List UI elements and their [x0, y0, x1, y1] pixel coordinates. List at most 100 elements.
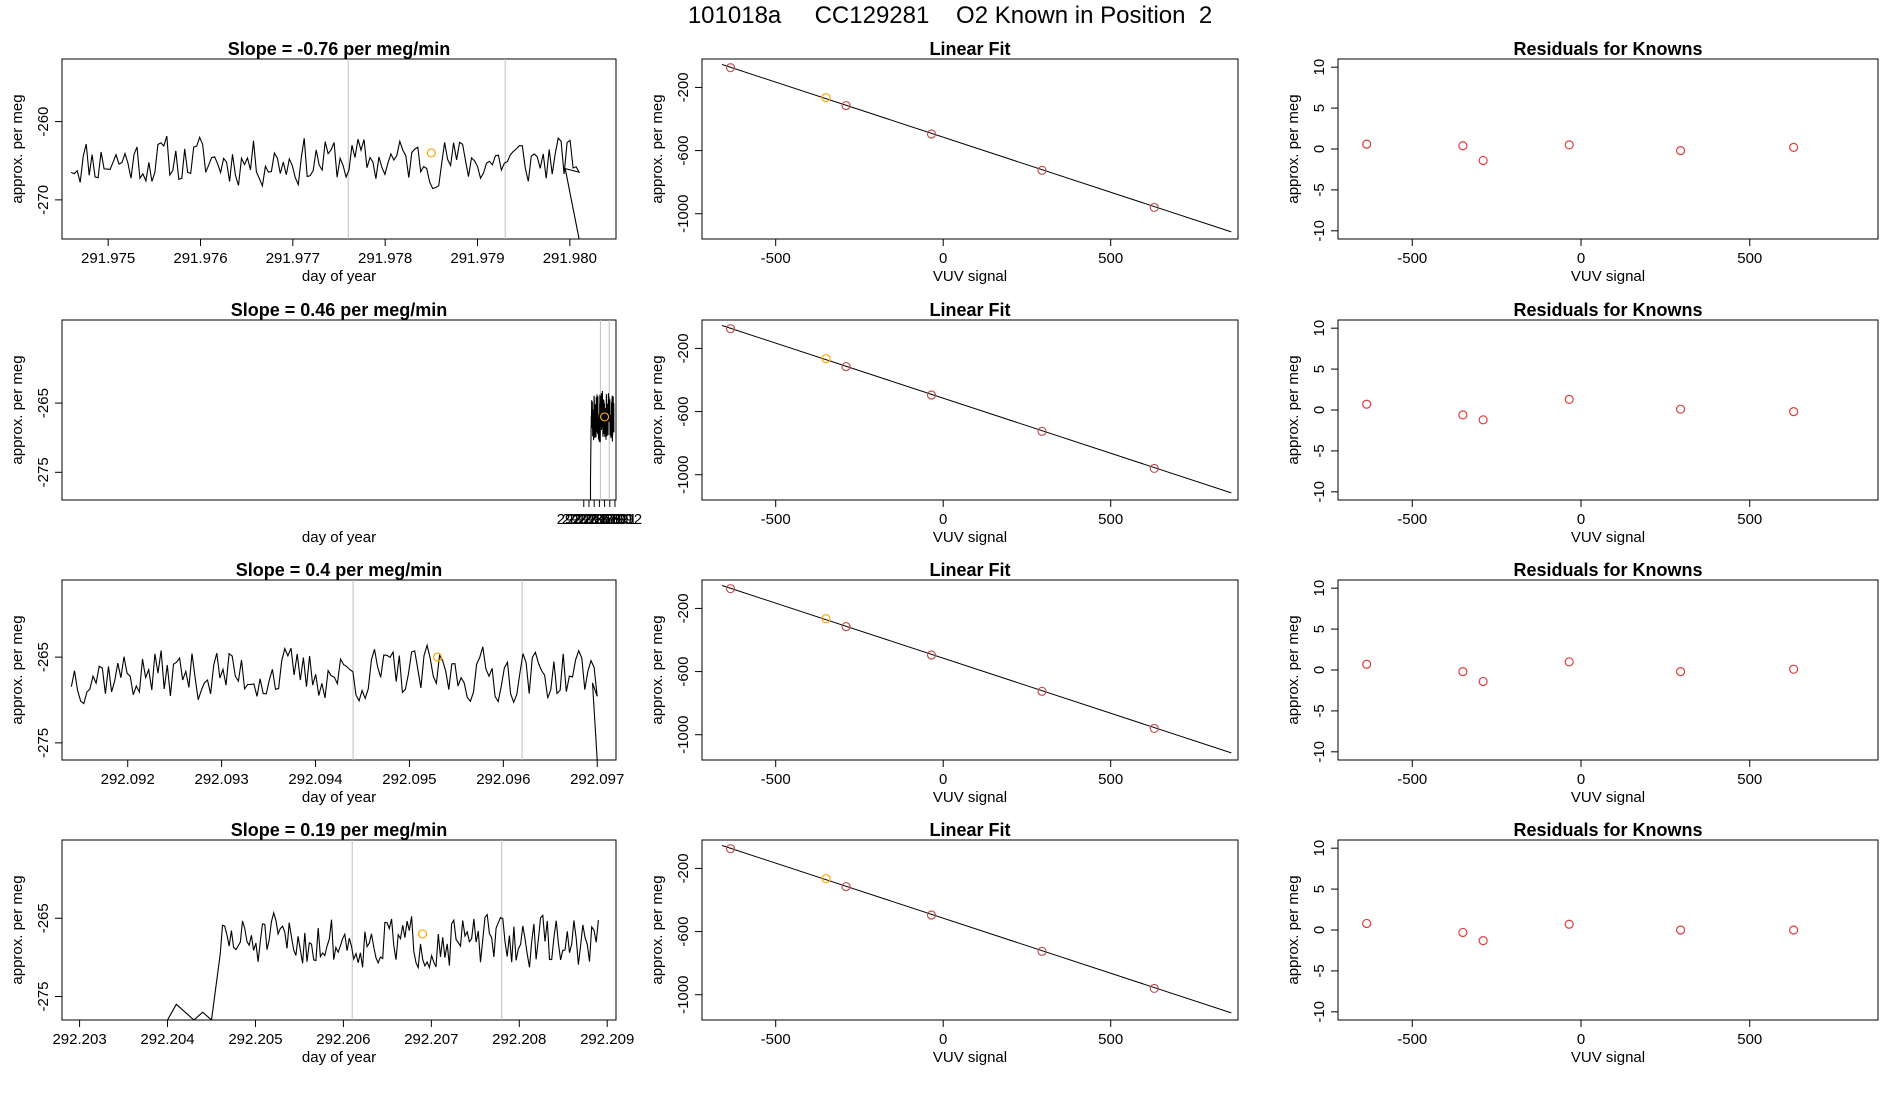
- y-tick-label: -5: [1311, 444, 1328, 457]
- fit-point: [1149, 983, 1159, 994]
- residual-point: [1675, 667, 1686, 677]
- residual-point: [1789, 925, 1799, 935]
- plot-frame: [1337, 839, 1879, 1021]
- chart-title: Slope = 0.4 per meg/min: [236, 560, 443, 580]
- plot-data: [167, 840, 599, 1020]
- fit-line: [721, 325, 1232, 494]
- residual-point: [1478, 676, 1488, 687]
- chart-title: Residuals for Knowns: [1513, 560, 1702, 580]
- x-tick-label: 0: [939, 250, 947, 267]
- x-tick-label: 292.086: [557, 511, 611, 528]
- x-tick-label: 292.087: [562, 511, 616, 528]
- y-tick-label: -265: [35, 388, 52, 418]
- highlight-point: [432, 652, 443, 662]
- x-tick-label: 0: [1577, 1031, 1585, 1048]
- plot-frame: [701, 839, 1239, 1021]
- chart-title: Slope = 0.46 per meg/min: [231, 300, 448, 320]
- y-tick-label: -200: [675, 72, 692, 102]
- plot-data: [721, 844, 1232, 1014]
- x-tick-label: 292.088: [567, 511, 621, 528]
- y-tick-label: 10: [1311, 59, 1328, 76]
- fit-point: [1149, 202, 1159, 213]
- x-axis-label: VUV signal: [933, 529, 1007, 546]
- x-tick-label: 500: [1098, 511, 1123, 528]
- fit-point: [1037, 426, 1047, 436]
- x-axis-label: VUV signal: [933, 268, 1007, 285]
- x-tick-label: 292.203: [52, 1031, 106, 1048]
- fit-point: [841, 100, 851, 111]
- x-tick-label: -500: [1397, 511, 1427, 528]
- chart-title: Residuals for Knowns: [1513, 300, 1702, 320]
- plot-data: [1362, 139, 1799, 166]
- y-tick-label: 5: [1311, 365, 1328, 373]
- highlight-point: [599, 412, 610, 422]
- y-tick-label: 5: [1311, 625, 1328, 633]
- x-tick-label: 292.096: [476, 771, 530, 788]
- y-tick-label: -260: [35, 107, 52, 137]
- residual-point: [1458, 141, 1468, 151]
- panel-timeseries-row-3: Slope = 0.4 per meg/min 292.092 292.093 292…: [9, 560, 624, 806]
- residual-point: [1789, 664, 1799, 674]
- x-tick-label: 292.092: [101, 771, 155, 788]
- x-axis-label: VUV signal: [1571, 789, 1645, 806]
- plot-data: [1362, 657, 1799, 687]
- y-axis-label: approx. per meg: [649, 875, 666, 984]
- panel-residuals-row-2: Residuals for Knowns -500 0 500 -10 -5 0 5 10 VUV…: [1285, 300, 1879, 546]
- y-tick-label: -1000: [675, 716, 692, 754]
- residual-point: [1675, 925, 1686, 935]
- x-tick-label: 291.980: [543, 250, 597, 267]
- y-axis-label: approx. per meg: [9, 615, 26, 724]
- x-tick-label: 292.091: [583, 511, 637, 528]
- x-tick-label: -500: [761, 511, 791, 528]
- x-tick-label: 500: [1737, 1031, 1762, 1048]
- plot-frame: [61, 58, 617, 240]
- x-tick-label: 0: [939, 1031, 947, 1048]
- residual-point: [1789, 407, 1799, 417]
- y-axis-label: approx. per meg: [9, 94, 26, 203]
- residual-point: [1789, 142, 1799, 152]
- x-tick-label: 292.207: [404, 1031, 458, 1048]
- x-tick-label: 291.978: [358, 250, 412, 267]
- panel-linear_fit-row-2: Linear Fit -500 0 500 -1000 -600 -200 VUV signa…: [649, 300, 1239, 546]
- x-tick-label: 291.977: [266, 250, 320, 267]
- plot-data: [589, 320, 615, 500]
- y-axis-label: approx. per meg: [649, 355, 666, 464]
- series-line: [167, 910, 599, 1020]
- x-tick-label: 292.206: [316, 1031, 370, 1048]
- x-tick-label: 292.204: [140, 1031, 194, 1048]
- y-axis-label: approx. per meg: [1285, 615, 1302, 724]
- y-tick-label: -200: [675, 333, 692, 363]
- y-tick-label: -1000: [675, 976, 692, 1014]
- x-tick-label: 0: [1577, 511, 1585, 528]
- chart-title: Slope = -0.76 per meg/min: [228, 39, 451, 59]
- x-axis-label: VUV signal: [1571, 1049, 1645, 1066]
- fit-point-highlight: [821, 614, 831, 624]
- y-tick-label: -270: [35, 185, 52, 215]
- x-tick-label: -500: [1397, 1031, 1427, 1048]
- x-tick-label: 500: [1098, 771, 1123, 788]
- y-tick-label: -275: [35, 982, 52, 1012]
- y-axis-label: approx. per meg: [649, 94, 666, 203]
- x-tick-label: -500: [1397, 250, 1427, 267]
- x-axis-label: VUV signal: [1571, 268, 1645, 285]
- panel-timeseries-row-4: Slope = 0.19 per meg/min 292.203 292.204 29…: [9, 820, 634, 1066]
- y-tick-label: 0: [1311, 926, 1328, 934]
- panel-timeseries-row-2: Slope = 0.46 per meg/min 292.086292.08729…: [9, 300, 642, 546]
- highlight-point: [426, 148, 436, 158]
- x-tick-label: 292.093: [195, 771, 249, 788]
- fit-point: [725, 584, 736, 594]
- y-tick-label: -10: [1311, 1001, 1328, 1023]
- y-tick-label: 0: [1311, 406, 1328, 414]
- x-tick-label: 291.976: [173, 250, 227, 267]
- fit-point-highlight: [821, 354, 831, 364]
- residual-point: [1564, 394, 1574, 404]
- fit-point: [1037, 165, 1047, 175]
- panel-linear_fit-row-1: Linear Fit -500 0 500 -1000 -600 -200 VUV signa…: [649, 39, 1239, 285]
- y-tick-label: -265: [35, 903, 52, 933]
- fit-point: [1037, 686, 1047, 696]
- series-line: [70, 135, 581, 239]
- y-tick-label: -5: [1311, 704, 1328, 717]
- plot-data: [721, 324, 1232, 494]
- y-axis-label: approx. per meg: [1285, 875, 1302, 984]
